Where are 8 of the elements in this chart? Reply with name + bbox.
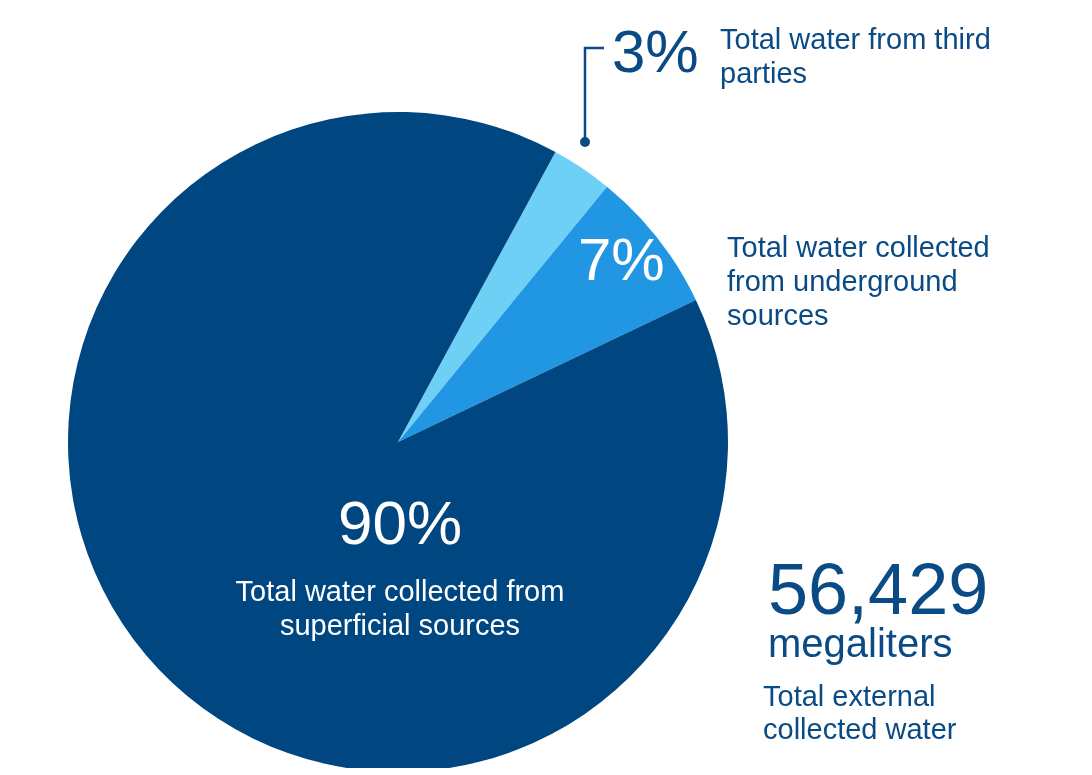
pie-slice <box>398 186 696 442</box>
slice-label: Total water collected from underground sources <box>727 230 991 332</box>
data-label: 3% <box>612 18 699 85</box>
slice-label: Total water collected from superficial sources <box>234 574 566 642</box>
data-label: 7% <box>578 226 665 293</box>
text: Total external collected water <box>763 680 958 747</box>
slice-label: Total water from third parties <box>720 22 992 90</box>
data-label: 90% <box>336 488 464 557</box>
